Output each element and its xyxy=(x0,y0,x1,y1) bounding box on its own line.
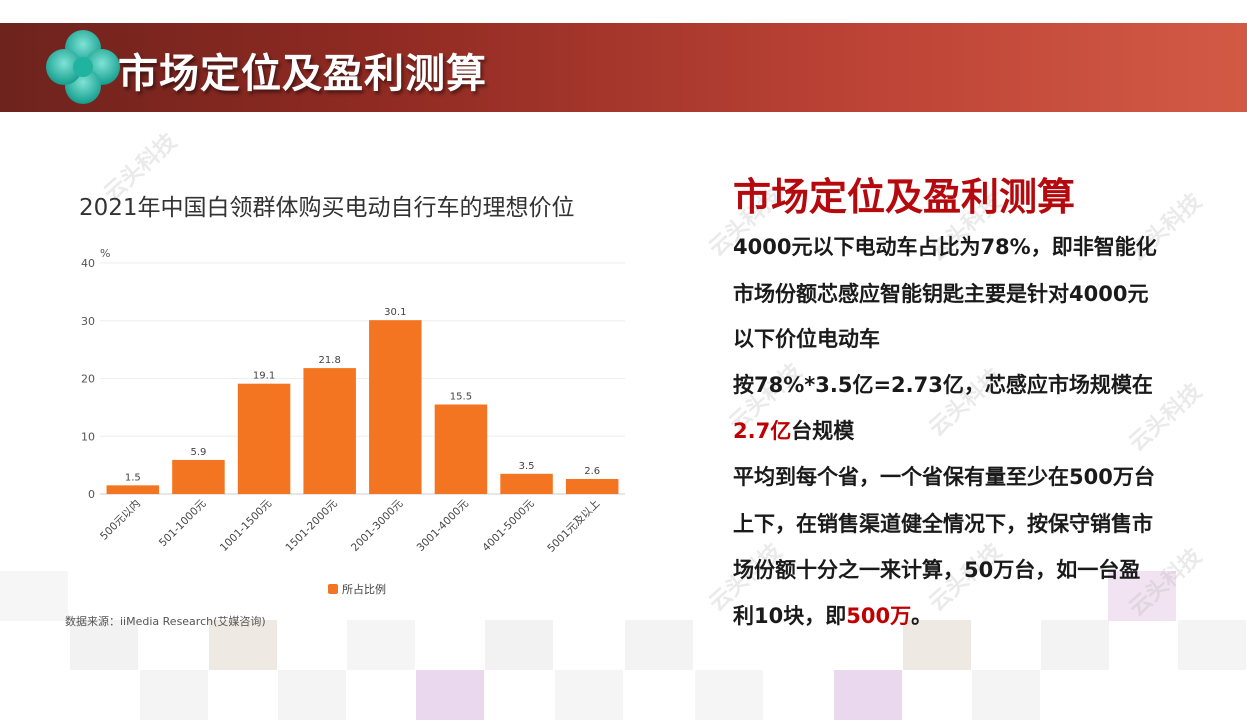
bg-tile xyxy=(140,670,208,720)
bg-tile xyxy=(0,571,68,621)
bar-value-label: 30.1 xyxy=(384,307,406,318)
text-fragment: 利10块，即 xyxy=(733,604,847,628)
bg-tile xyxy=(70,620,138,670)
bg-tile xyxy=(485,620,553,670)
bg-tile xyxy=(555,670,623,720)
bg-tile xyxy=(695,670,763,720)
bar-value-label: 15.5 xyxy=(450,391,472,402)
text-line: 市场份额芯感应智能钥匙主要是针对4000元 xyxy=(733,282,1149,306)
flower-logo-icon xyxy=(46,30,120,104)
data-source: 数据来源：iiMedia Research(艾媒咨询) xyxy=(65,615,266,628)
bar-value-label: 19.1 xyxy=(253,371,275,382)
bar xyxy=(303,368,356,494)
x-tick-label: 500元以内 xyxy=(97,497,143,543)
highlight-market-size: 2.7亿 xyxy=(733,419,792,443)
x-tick-label: 5001元及以上 xyxy=(545,498,602,555)
y-tick-label: 0 xyxy=(88,488,95,501)
text-fragment: 。 xyxy=(911,604,933,628)
text-line: 按78%*3.5亿=2.73亿，芯感应市场规模在 xyxy=(733,373,1153,397)
bg-tile xyxy=(347,620,415,670)
bg-tile xyxy=(1041,620,1109,670)
y-axis-unit: % xyxy=(100,247,110,260)
bar-value-label: 21.8 xyxy=(319,355,341,366)
bar-value-label: 3.5 xyxy=(519,461,535,472)
bar xyxy=(369,320,422,494)
bar xyxy=(500,473,553,494)
text-line: 上下，在销售渠道健全情况下，按保守销售市 xyxy=(733,512,1153,536)
x-tick-label: 1501-2000元 xyxy=(283,497,340,554)
text-line: 以下价位电动车 xyxy=(733,327,880,351)
text-line: 4000元以下电动车占比为78%，即非智能化 xyxy=(733,235,1157,259)
title-banner xyxy=(0,23,1247,112)
x-tick-label: 3001-4000元 xyxy=(415,497,472,554)
bar xyxy=(237,383,291,494)
text-fragment: 台规模 xyxy=(791,419,855,443)
bg-tile xyxy=(834,670,902,720)
text-line: 2.7亿台规模 xyxy=(733,417,854,445)
bar-value-label: 5.9 xyxy=(190,447,206,458)
bar-value-label: 1.5 xyxy=(125,472,141,483)
legend-swatch xyxy=(328,584,338,594)
bg-tile xyxy=(903,620,971,670)
bg-tile xyxy=(209,620,277,670)
bg-tile xyxy=(625,620,693,670)
bar-value-label: 2.6 xyxy=(584,466,600,477)
bar xyxy=(565,478,619,494)
chart-title: 2021年中国白领群体购买电动自行车的理想价位 xyxy=(79,195,575,221)
x-tick-label: 4001-5000元 xyxy=(480,497,537,554)
text-line: 场份额十分之一来计算，50万台，如一台盈 xyxy=(733,558,1141,582)
y-tick-label: 40 xyxy=(81,257,95,270)
y-tick-label: 20 xyxy=(81,373,95,386)
y-tick-label: 30 xyxy=(81,315,95,328)
bar xyxy=(106,485,160,494)
section-heading: 市场定位及盈利测算 xyxy=(733,175,1076,219)
bar xyxy=(434,404,488,494)
y-tick-label: 10 xyxy=(81,430,95,443)
bar xyxy=(172,459,225,494)
x-tick-label: 1001-1500元 xyxy=(218,497,275,554)
x-tick-label: 2001-3000元 xyxy=(349,497,406,554)
bg-tile xyxy=(1178,620,1246,670)
bar-chart: 0 10 20 30 40% 1.5 500元以内 5.9 501-1000元 19.1 1001-… xyxy=(81,247,625,596)
x-tick-label: 501-1000元 xyxy=(157,497,209,549)
highlight-profit: 500万 xyxy=(846,604,912,628)
bg-tile xyxy=(1108,571,1176,621)
banner-title: 市场定位及盈利测算 xyxy=(118,51,487,97)
bg-tile xyxy=(416,670,484,720)
legend-label: 所占比例 xyxy=(342,582,386,596)
bg-tile xyxy=(972,670,1040,720)
bg-tile xyxy=(278,670,346,720)
text-line: 利10块，即500万。 xyxy=(733,602,932,630)
text-line: 平均到每个省，一个省保有量至少在500万台 xyxy=(733,465,1155,489)
